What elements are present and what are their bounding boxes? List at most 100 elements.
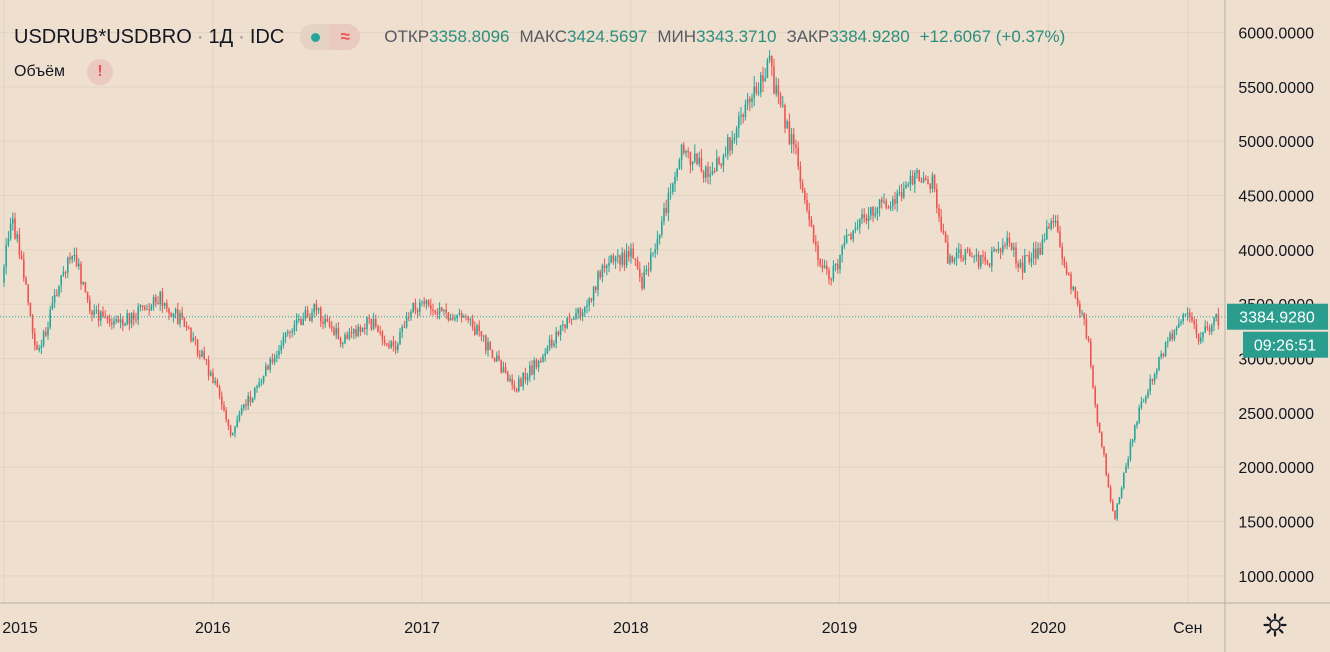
candle — [168, 307, 170, 321]
y-tick-label: 5000.0000 — [1238, 134, 1314, 151]
candle — [309, 313, 311, 322]
candle — [628, 245, 630, 262]
candle — [929, 182, 931, 194]
candle — [1037, 242, 1039, 260]
candle — [870, 206, 872, 221]
candle — [25, 275, 27, 286]
candle — [665, 199, 667, 217]
candle — [95, 305, 98, 314]
candle — [326, 314, 329, 323]
x-tick-label: Сен — [1173, 620, 1202, 637]
x-tick-label: 2016 — [195, 620, 231, 637]
candle — [632, 242, 634, 259]
candle — [705, 165, 707, 183]
candle — [1057, 214, 1059, 234]
candle — [313, 303, 315, 318]
symbol-name[interactable]: USDRUB*USDBRO — [14, 25, 192, 48]
candle — [434, 309, 436, 316]
candle — [335, 322, 337, 340]
candle — [291, 328, 293, 338]
candle — [520, 376, 522, 387]
candle — [1127, 456, 1129, 469]
candle — [914, 170, 916, 193]
candle — [359, 324, 362, 336]
candle — [229, 424, 232, 438]
chart-grid — [0, 0, 1225, 603]
candle — [1039, 242, 1041, 256]
candle — [654, 243, 656, 259]
candle — [247, 392, 249, 410]
candle — [269, 356, 271, 373]
candle — [496, 351, 498, 362]
candle — [788, 113, 791, 146]
candle — [696, 153, 698, 166]
candle — [729, 136, 731, 157]
candle — [863, 207, 865, 223]
candle — [795, 139, 797, 155]
candle — [762, 66, 764, 93]
y-tick-label: 4000.0000 — [1238, 243, 1314, 260]
interval-label[interactable]: 1Д — [208, 25, 234, 48]
candle — [691, 161, 694, 171]
candle — [80, 261, 82, 290]
candle — [720, 162, 722, 169]
candle — [676, 168, 678, 182]
candle — [542, 353, 544, 363]
candle — [271, 353, 274, 365]
y-tick-label: 6000.0000 — [1238, 26, 1314, 43]
candle — [9, 217, 12, 241]
candle — [1147, 388, 1149, 399]
candle — [621, 247, 623, 268]
candle — [1021, 255, 1024, 280]
candle — [84, 281, 87, 293]
candle — [196, 339, 199, 358]
candle — [1085, 313, 1088, 340]
candle — [1096, 403, 1099, 427]
candle — [489, 340, 491, 351]
candle — [562, 320, 564, 331]
candle — [848, 234, 850, 236]
candle — [689, 151, 692, 174]
warning-icon[interactable]: ! — [86, 59, 113, 85]
candle — [889, 201, 892, 212]
data-status-pill[interactable]: ≈ — [300, 24, 361, 50]
candle — [1138, 404, 1140, 424]
candle — [423, 297, 425, 308]
candle — [856, 219, 859, 231]
legend-separator: · — [196, 25, 204, 48]
candle — [152, 294, 155, 311]
candle — [7, 231, 10, 248]
candle — [1002, 238, 1004, 256]
candle — [133, 309, 135, 326]
candle — [623, 249, 626, 271]
candle — [740, 106, 742, 126]
candlestick-series — [3, 50, 1220, 522]
candle — [753, 75, 755, 107]
candle — [1076, 291, 1079, 307]
candle — [764, 68, 766, 82]
volume-label[interactable]: Объём — [14, 63, 65, 80]
candle — [936, 183, 938, 214]
candle — [419, 298, 421, 317]
candle — [225, 407, 227, 423]
candle — [592, 285, 595, 307]
candle — [625, 243, 628, 269]
candle — [78, 258, 80, 271]
candle — [821, 258, 824, 273]
candle — [1158, 356, 1160, 372]
candle — [733, 133, 736, 144]
candle — [579, 307, 582, 321]
candle — [311, 308, 313, 323]
candle — [500, 359, 502, 374]
candle — [663, 202, 665, 226]
candle — [852, 230, 854, 243]
candle — [386, 343, 388, 347]
candle — [540, 357, 542, 363]
candle — [667, 187, 670, 222]
candle — [830, 277, 832, 286]
candle — [1162, 352, 1165, 359]
high-value: 3424.5697 — [567, 27, 648, 46]
gear-icon[interactable] — [1262, 612, 1288, 638]
candle — [834, 262, 837, 272]
